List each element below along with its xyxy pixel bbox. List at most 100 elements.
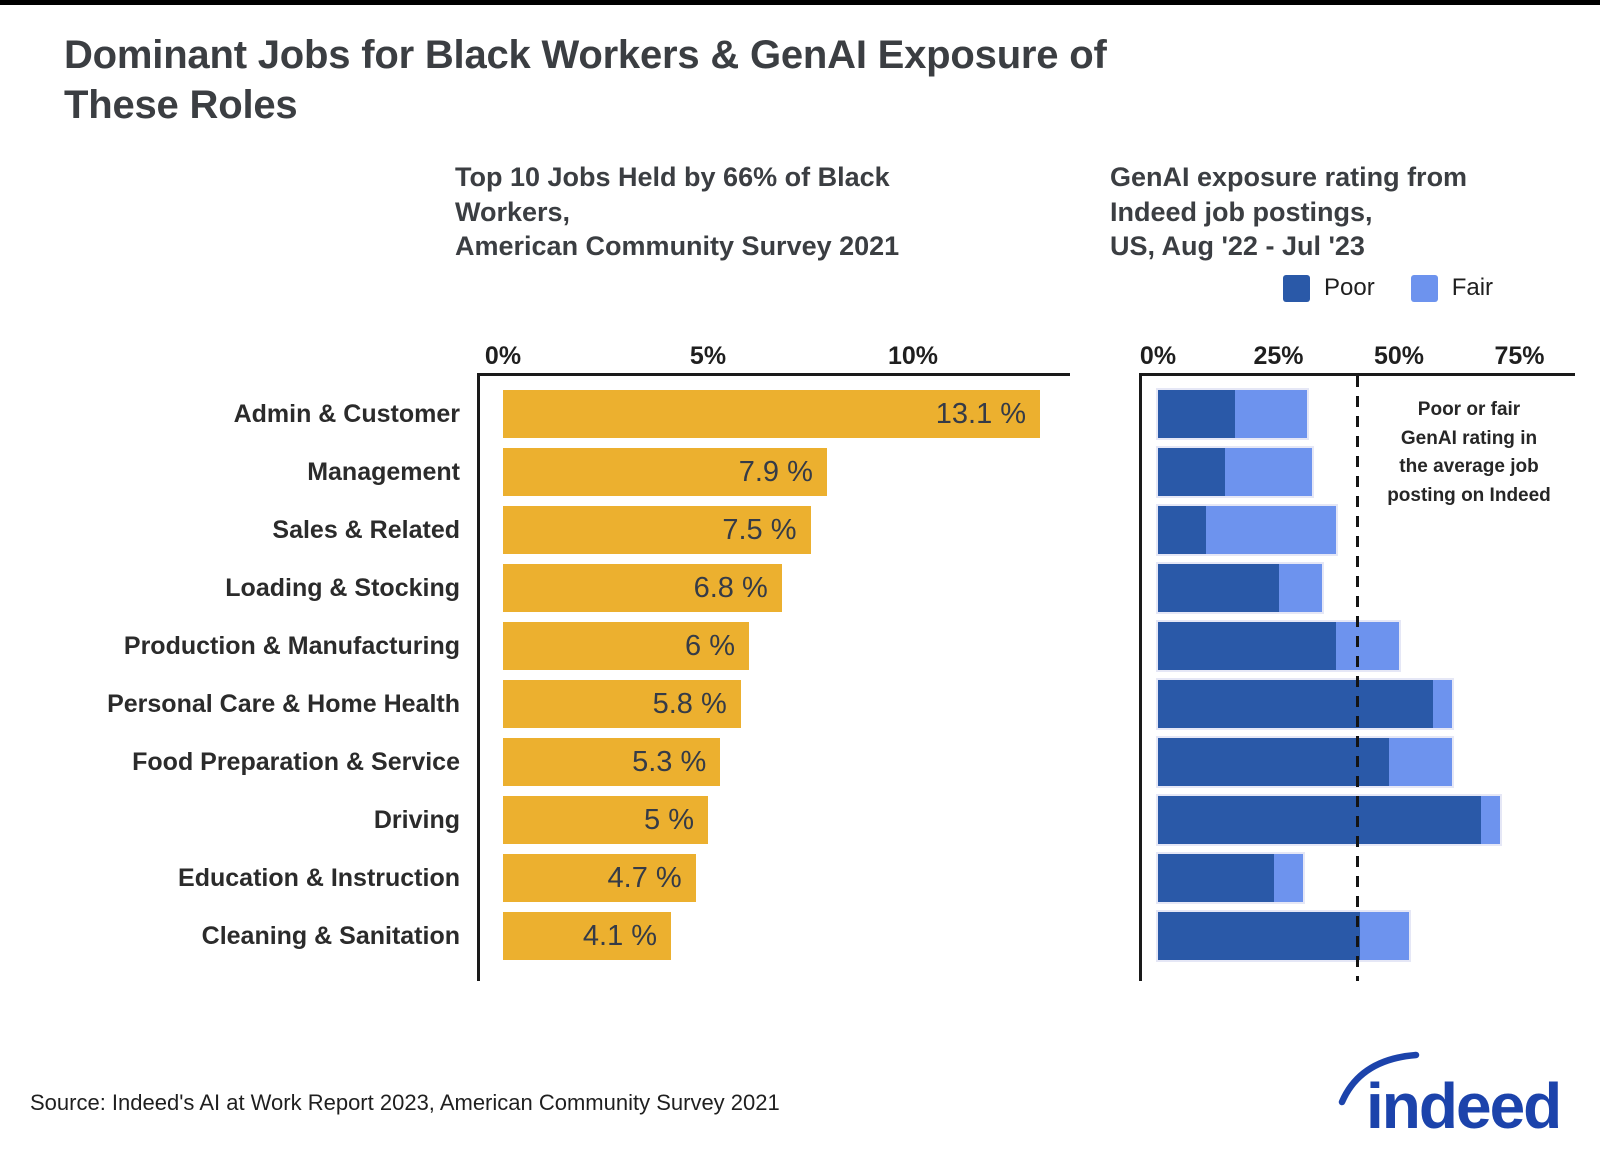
page-title: Dominant Jobs for Black Workers & GenAI … [64,33,1107,127]
legend-label: Poor [1324,274,1375,301]
bar-value-label: 6.8 % [693,571,768,604]
genai-rating-bar [1158,680,1452,728]
poor-segment [1158,506,1207,554]
legend-swatch-poor [1283,274,1310,302]
table-row [1142,733,1575,791]
table-row: 4.7 % [480,849,1070,907]
table-row: 5 % [480,791,1070,849]
genai-rating-bar [1158,854,1303,902]
genai-exposure-chart: 0% 25% 50% 75% Poor or fair GenAI rating in… [1139,340,1575,981]
genai-rating-bar [1158,738,1453,786]
x-axis-ticks-right: 0% 25% 50% 75% [1139,340,1575,373]
job-share-bar: 4.1 % [503,912,672,960]
fair-segment [1336,622,1399,670]
fair-segment [1278,564,1322,612]
category-labels: Admin & Customer Management Sales & Relate… [64,373,477,981]
category-label: Loading & Stocking [225,573,460,602]
fair-segment [1273,854,1303,902]
axis-tick-label: 75% [1494,342,1545,370]
category-label: Production & Manufacturing [123,631,460,660]
bar-value-label: 13.1 % [935,397,1027,430]
genai-rating-bar [1158,506,1337,554]
job-share-bar: 5 % [503,796,708,844]
category-label: Personal Care & Home Health [107,689,460,718]
category-label: Cleaning & Sanitation [201,921,460,950]
legend-swatch-fair [1410,274,1438,302]
genai-rating-bar [1158,622,1399,670]
legend: Poor Fair [1283,274,1493,302]
genai-rating-bar [1158,564,1322,612]
logo-swoosh-icon [1338,1051,1420,1106]
job-share-bar: 6 % [503,622,749,670]
indeed-logo: indeed [1338,1051,1562,1142]
legend-label: Fair [1451,274,1494,301]
bar-value-label: 4.1 % [582,919,658,952]
axis-tick-label: 5% [689,342,727,370]
reference-annotation: Poor or fair GenAI rating in the average… [1387,399,1551,506]
table-row [1142,907,1575,965]
table-row [1142,501,1575,559]
genai-rating-bar [1158,912,1409,960]
table-row: 5.3 % [480,733,1070,791]
poor-segment [1158,912,1361,960]
source-note: Source: Indeed's AI at Work Report 2023,… [30,1090,780,1115]
genai-rating-bar [1158,448,1313,496]
bar-value-label: 7.5 % [722,513,797,546]
poor-segment [1158,564,1279,612]
bar-value-label: 5 % [644,803,694,836]
fair-segment [1389,738,1453,786]
poor-segment [1158,622,1337,670]
table-row [1142,443,1575,501]
axis-tick-label: 0% [1139,342,1177,370]
job-share-bar: 5.8 % [503,680,741,728]
job-share-bar: 4.7 % [503,854,696,902]
table-row [1142,617,1575,675]
category-label: Admin & Customer [233,399,460,428]
table-row [1142,675,1575,733]
poor-segment [1158,854,1274,902]
table-row [1142,385,1575,443]
table-row: 5.8 % [480,675,1070,733]
job-share-bar: 5.3 % [503,738,721,786]
poor-segment [1158,738,1390,786]
bar-value-label: 4.7 % [607,861,682,894]
x-axis-ticks-left: 0% 5% 10% [477,340,1070,373]
job-share-bar: 13.1 % [503,390,1041,438]
jobs-share-chart: 0% 5% 10% Admin & Customer Management Sales … [64,340,1070,981]
genai-rating-bar [1158,796,1501,844]
category-label: Management [307,457,460,486]
table-row [1142,849,1575,907]
left-plot-area: 13.1 % 7.9 % 7.5 % 6.8 % 6 % 5.8 % 5.3 % 5 % 4.7… [477,373,1070,981]
bar-value-label: 5.3 % [632,745,707,778]
right-plot-area: Poor or fair GenAI rating in the average… [1139,373,1575,981]
bar-value-label: 7.9 % [738,455,813,488]
table-row [1142,559,1575,617]
category-label: Education & Instruction [178,863,460,892]
poor-segment [1158,796,1481,844]
average-reference-line [1355,376,1359,981]
top-border-strip [0,0,1600,5]
legend-item-poor: Poor [1283,274,1375,302]
table-row: 7.9 % [480,443,1070,501]
poor-segment [1158,448,1226,496]
job-share-bar: 7.9 % [503,448,827,496]
table-row: 7.5 % [480,501,1070,559]
axis-tick-label: 50% [1373,342,1425,370]
category-label: Sales & Related [272,515,460,544]
axis-tick-label: 25% [1253,342,1304,370]
fair-segment [1360,912,1409,960]
bar-value-label: 5.8 % [652,687,727,720]
bar-value-label: 6 % [685,629,735,662]
axis-tick-label: 0% [484,342,522,370]
category-label: Food Preparation & Service [132,747,460,776]
poor-segment [1158,680,1433,728]
axis-tick-label: 10% [887,342,939,370]
fair-segment [1235,390,1308,438]
fair-segment [1432,680,1452,728]
genai-rating-bar [1158,390,1308,438]
poor-segment [1158,390,1236,438]
logo-wordmark: indeed [1366,1070,1560,1142]
fair-segment [1225,448,1313,496]
legend-item-fair: Fair [1410,274,1494,302]
table-row: 6.8 % [480,559,1070,617]
